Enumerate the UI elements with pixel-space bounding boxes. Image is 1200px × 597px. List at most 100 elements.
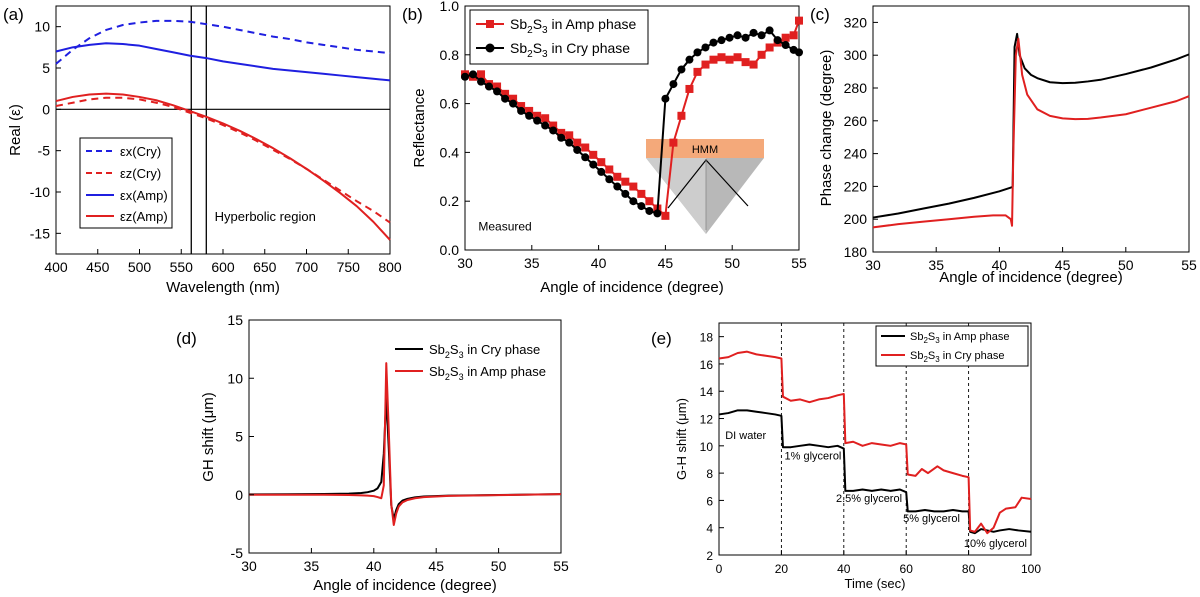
legend-label-b-amp: Sb2S3 in Amp phase [510, 16, 637, 36]
x-tick-label: 40 [591, 255, 607, 271]
y-tick-label: 18 [700, 331, 714, 345]
data-point-square [573, 138, 582, 147]
series-line-1 [872, 37, 1190, 229]
x-tick-label: 45 [428, 558, 444, 574]
legend-label-b-cry: Sb2S3 in Cry phase [510, 40, 630, 60]
data-point-square [565, 131, 574, 140]
panel-d: (d) 30 35 40 45 50 55 -5 0 5 10 15 Angle of incid… [176, 312, 569, 594]
data-point-circle [725, 33, 734, 42]
y-tick-label: 180 [844, 244, 868, 260]
x-tick-label: 40 [837, 562, 851, 576]
panel-d-xlabel: Angle of incidence (degree) [313, 577, 496, 594]
data-point-circle [525, 111, 534, 120]
x-tick-label: 500 [128, 259, 152, 275]
y-tick-label: 0.8 [440, 47, 460, 63]
panel-b-annotation-measured: Measured [478, 219, 531, 233]
y-tick-label: 200 [844, 211, 868, 227]
y-tick-label: 16 [700, 358, 714, 372]
data-point-circle [517, 106, 526, 115]
x-tick-label: 30 [865, 257, 881, 273]
x-tick-label: 800 [378, 259, 402, 275]
data-point-circle [589, 160, 598, 169]
x-tick-label: 450 [86, 259, 110, 275]
legend-label-e-cry: Sb2S3 in Cry phase [910, 350, 1005, 364]
y-tick-label: 5 [235, 429, 243, 445]
panel-b-series [461, 16, 803, 220]
y-tick-label: 0.2 [440, 193, 460, 209]
data-point-circle [605, 175, 614, 184]
panel-e-annotations: DI water 1% glycerol 2.5% glycerol 5% gl… [725, 430, 1027, 550]
y-tick-label: 320 [844, 14, 868, 30]
y-tick-label: 260 [844, 113, 868, 129]
data-point-circle [781, 41, 790, 50]
panel-a-legend-box [79, 137, 173, 229]
panel-e-series [718, 350, 1032, 535]
y-tick-label: 0.4 [440, 144, 460, 160]
panel-d-series [248, 362, 562, 527]
y-tick-label: 300 [844, 47, 868, 63]
data-point-square [549, 121, 558, 130]
data-point-circle [501, 94, 510, 103]
x-tick-label: 0 [716, 562, 723, 576]
panel-a-label: (a) [3, 5, 24, 24]
x-tick-label: 550 [170, 259, 194, 275]
data-point-circle [765, 26, 774, 35]
data-point-square [765, 43, 774, 52]
y-tick-label: -5 [38, 143, 51, 159]
panel-e-y-ticks: 2 4 6 8 10 12 14 16 18 [700, 331, 724, 563]
series-line-1 [718, 350, 1032, 535]
panel-a-refs [56, 6, 390, 254]
y-tick-label: 10 [700, 440, 714, 454]
data-point-circle [733, 31, 742, 40]
annotation-di-water: DI water [725, 430, 766, 442]
data-point-circle [621, 189, 630, 198]
annotation-1pct-glycerol: 1% glycerol [785, 450, 842, 462]
x-tick-label: 50 [491, 558, 507, 574]
series-line-1 [55, 96, 391, 224]
data-point-circle [677, 65, 686, 74]
x-tick-label: 40 [992, 257, 1008, 273]
panel-c-xlabel: Angle of incidence (degree) [939, 269, 1122, 286]
legend-label-ex-amp: εx(Amp) [120, 188, 168, 203]
y-tick-label: 5 [42, 60, 50, 76]
data-point-square [541, 114, 550, 123]
y-tick-label: 280 [844, 80, 868, 96]
panel-a-ylabel: Real (ε) [7, 104, 24, 156]
data-point-circle [717, 36, 726, 45]
panel-e-legend: Sb2S3 in Amp phase Sb2S3 in Cry phase [875, 325, 1029, 367]
data-point-square [501, 89, 510, 98]
panel-b-legend-box [469, 9, 649, 65]
series-line-2 [55, 42, 391, 82]
data-point-circle [629, 197, 638, 206]
data-point-square [533, 111, 542, 120]
x-tick-label: 700 [295, 259, 319, 275]
x-tick-label: 50 [724, 255, 740, 271]
panel-b-xlabel: Angle of incidence (degree) [540, 279, 723, 296]
data-point-square [669, 138, 678, 147]
data-point-circle [581, 153, 590, 162]
data-point-square [637, 189, 646, 198]
x-tick-label: 45 [658, 255, 674, 271]
data-point-square [621, 177, 630, 186]
data-point-square [733, 53, 742, 62]
data-point-square [613, 172, 622, 181]
data-point-circle [773, 36, 782, 45]
data-point-square [709, 55, 718, 64]
panel-d-x-ticks: 30 35 40 45 50 55 [241, 548, 569, 574]
legend-marker-b-cry [485, 43, 495, 53]
y-tick-label: 220 [844, 178, 868, 194]
data-point-circle [645, 206, 654, 215]
legend-label-ez-amp: εz(Amp) [120, 209, 168, 224]
data-point-square [645, 197, 654, 206]
y-tick-label: 14 [700, 385, 714, 399]
data-point-square [749, 60, 758, 69]
data-point-circle [637, 202, 646, 211]
panel-c-x-ticks: 30 35 40 45 50 55 [865, 247, 1197, 273]
data-point-circle [661, 94, 670, 103]
data-point-circle [693, 48, 702, 57]
data-point-square [525, 106, 534, 115]
data-point-square [781, 33, 790, 42]
legend-label-ez-cry: εz(Cry) [120, 166, 161, 181]
panel-c-label: (c) [810, 5, 830, 24]
x-tick-label: 55 [791, 255, 807, 271]
